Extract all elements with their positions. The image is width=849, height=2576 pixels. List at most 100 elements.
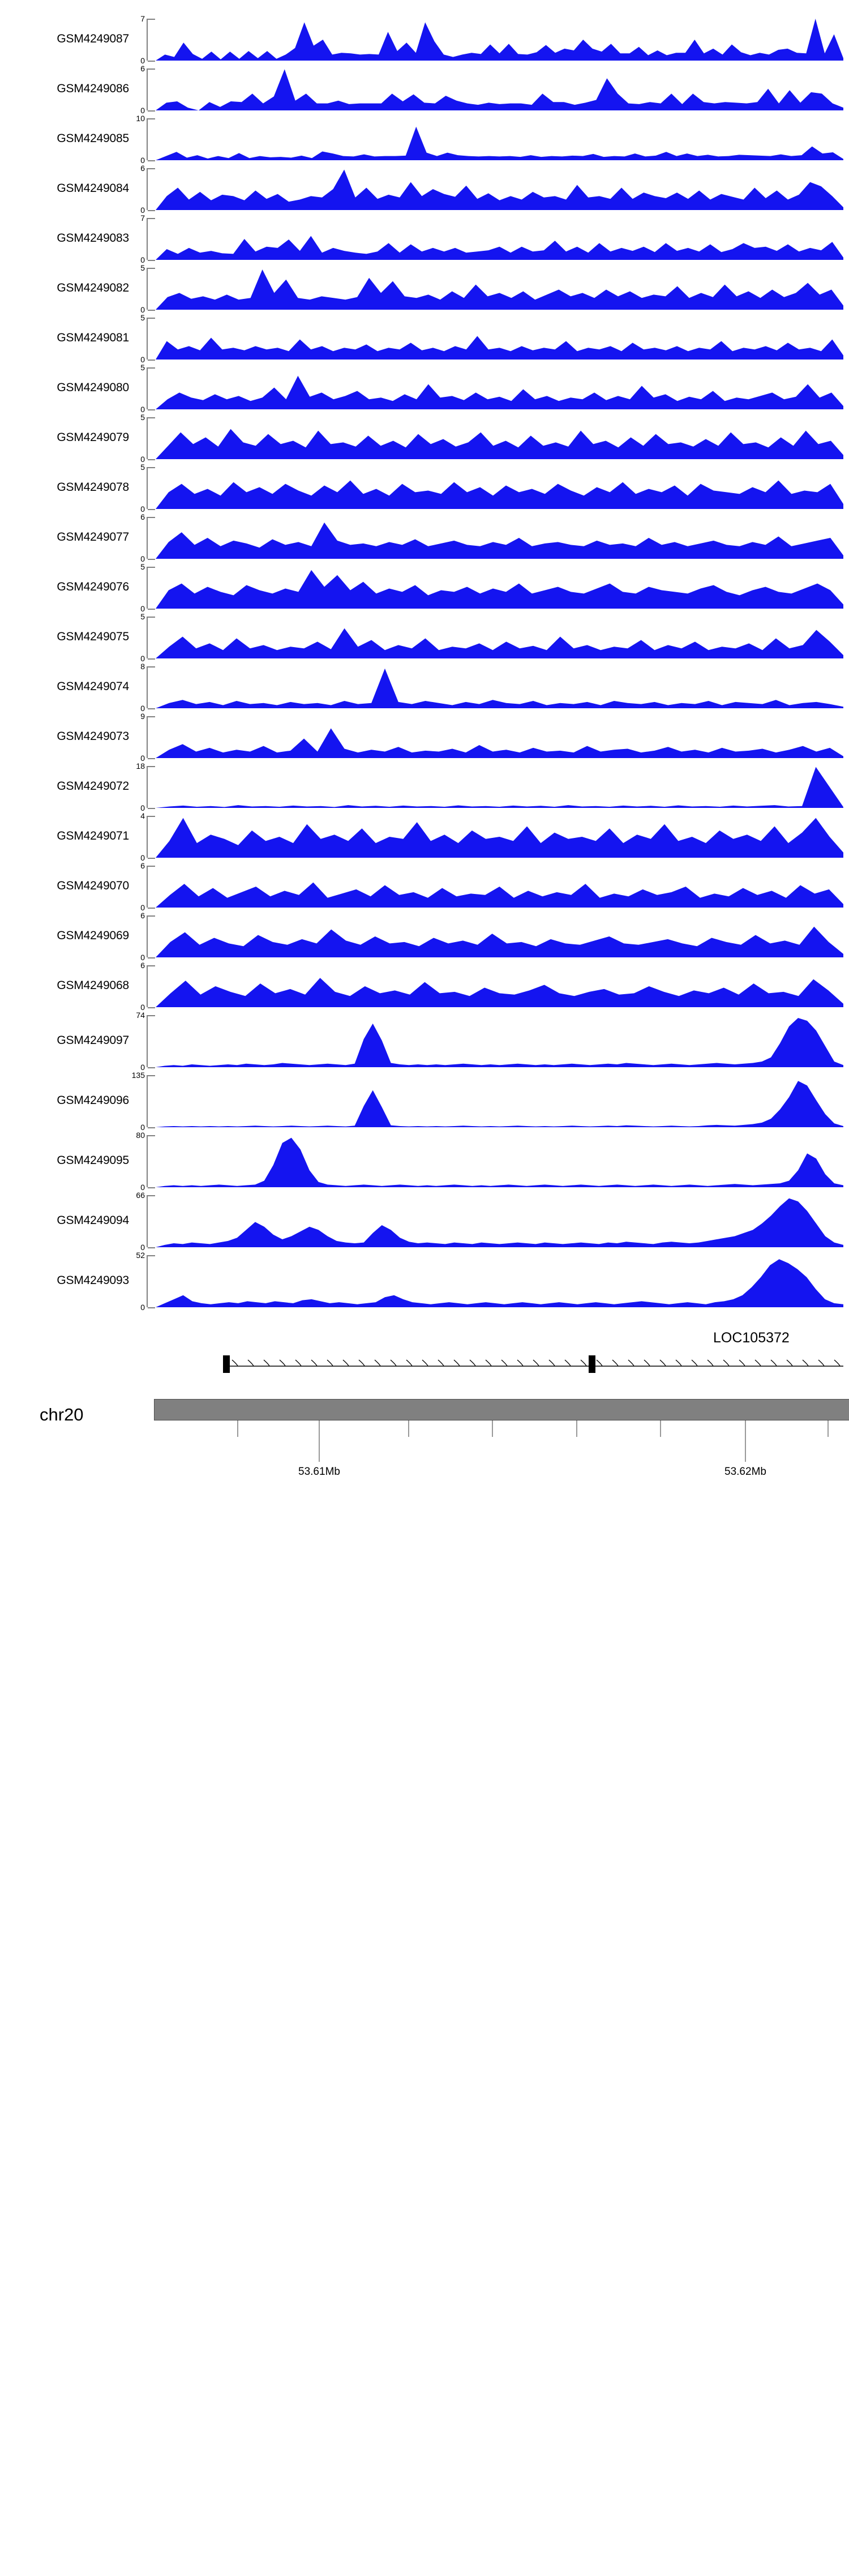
gene-model[interactable] [0,1354,849,1373]
y-axis-max-label: 6 [140,164,145,173]
y-axis-min-label: 0 [140,206,145,215]
y-axis-min-label: 0 [140,903,145,912]
y-axis-min-label: 0 [140,355,145,364]
coverage-plot [156,118,843,160]
track-label: GSM4249093 [57,1274,129,1287]
ideogram-bar[interactable] [154,1399,849,1420]
coverage-plot [156,517,843,559]
coverage-plot [156,367,843,409]
track-label: GSM4249086 [57,82,129,95]
coverage-plot [156,1075,843,1127]
y-axis-max-label: 7 [140,14,145,23]
track-gsm4249087: GSM4249087 7 0 [0,15,849,65]
coverage-plot [156,915,843,957]
y-axis-min-label: 0 [140,1003,145,1012]
y-axis: 80 0 [136,1131,155,1191]
track-label: GSM4249087 [57,32,129,45]
coverage-plot [156,218,843,260]
coverage-plot [156,716,843,758]
track-label: GSM4249079 [57,431,129,444]
track-gsm4249094: GSM4249094 66 0 [0,1191,849,1251]
track-gsm4249085: GSM4249085 10 0 [0,114,849,164]
y-axis-min-label: 0 [140,1183,145,1192]
track-label: GSM4249072 [57,780,129,793]
y-axis-max-label: 5 [140,413,145,422]
coverage-plot [156,1195,843,1247]
track-gsm4249082: GSM4249082 5 0 [0,264,849,314]
y-axis-min-label: 0 [140,156,145,165]
y-axis-max-label: 7 [140,213,145,222]
y-axis-max-label: 5 [140,612,145,621]
coverage-plot [156,866,843,908]
track-gsm4249084: GSM4249084 6 0 [0,164,849,214]
track-label: GSM4249096 [57,1094,129,1107]
coverage-plot [156,19,843,61]
y-axis-max-label: 4 [140,811,145,820]
track-gsm4249095: GSM4249095 80 0 [0,1131,849,1191]
y-axis-max-label: 5 [140,363,145,372]
y-axis-max-label: 6 [140,861,145,870]
y-axis-min-label: 0 [140,803,145,812]
y-axis-max-label: 6 [140,911,145,920]
y-axis: 10 0 [136,114,155,164]
y-axis-min-label: 0 [140,405,145,414]
track-label: GSM4249075 [57,630,129,643]
y-axis-min-label: 0 [140,305,145,314]
track-gsm4249083: GSM4249083 7 0 [0,214,849,264]
y-axis-max-label: 9 [140,712,145,721]
track-gsm4249081: GSM4249081 5 0 [0,314,849,363]
y-axis-min-label: 0 [140,56,145,65]
y-axis-min-label: 0 [140,455,145,464]
y-axis-min-label: 0 [140,255,145,264]
track-gsm4249093: GSM4249093 52 0 [0,1251,849,1311]
track-label: GSM4249078 [57,481,129,494]
y-axis-min-label: 0 [140,1123,145,1132]
coverage-plot [156,268,843,310]
axis-tick-label: 53.62Mb [724,1466,766,1478]
coverage-plot [156,816,843,858]
track-gsm4249079: GSM4249079 5 0 [0,413,849,463]
coverage-plot [156,567,843,609]
track-label: GSM4249094 [57,1214,129,1227]
y-axis-max-label: 52 [136,1251,145,1260]
y-axis-max-label: 5 [140,263,145,272]
axis-tick-label: 53.61Mb [298,1466,340,1478]
y-axis-min-label: 0 [140,554,145,563]
y-axis-max-label: 135 [131,1071,145,1080]
y-axis-min-label: 0 [140,654,145,663]
y-axis-min-label: 0 [140,106,145,115]
y-axis: 18 0 [136,762,155,812]
coverage-plot [156,318,843,360]
y-axis-max-label: 66 [136,1191,145,1200]
track-gsm4249086: GSM4249086 6 0 [0,65,849,114]
coverage-plot [156,766,843,808]
y-axis-max-label: 18 [136,761,145,771]
coverage-plot [156,168,843,210]
coverage-plot [156,965,843,1007]
coverage-plot [156,1135,843,1187]
y-axis-max-label: 74 [136,1011,145,1020]
y-axis-min-label: 0 [140,953,145,962]
y-axis-min-label: 0 [140,1063,145,1072]
track-gsm4249097: GSM4249097 74 0 [0,1011,849,1071]
track-gsm4249080: GSM4249080 5 0 [0,363,849,413]
track-gsm4249078: GSM4249078 5 0 [0,463,849,513]
y-axis-max-label: 80 [136,1131,145,1140]
y-axis-min-label: 0 [140,853,145,862]
coverage-plot [156,1015,843,1067]
track-gsm4249075: GSM4249075 5 0 [0,613,849,662]
track-label: GSM4249076 [57,580,129,593]
y-axis-max-label: 6 [140,512,145,521]
